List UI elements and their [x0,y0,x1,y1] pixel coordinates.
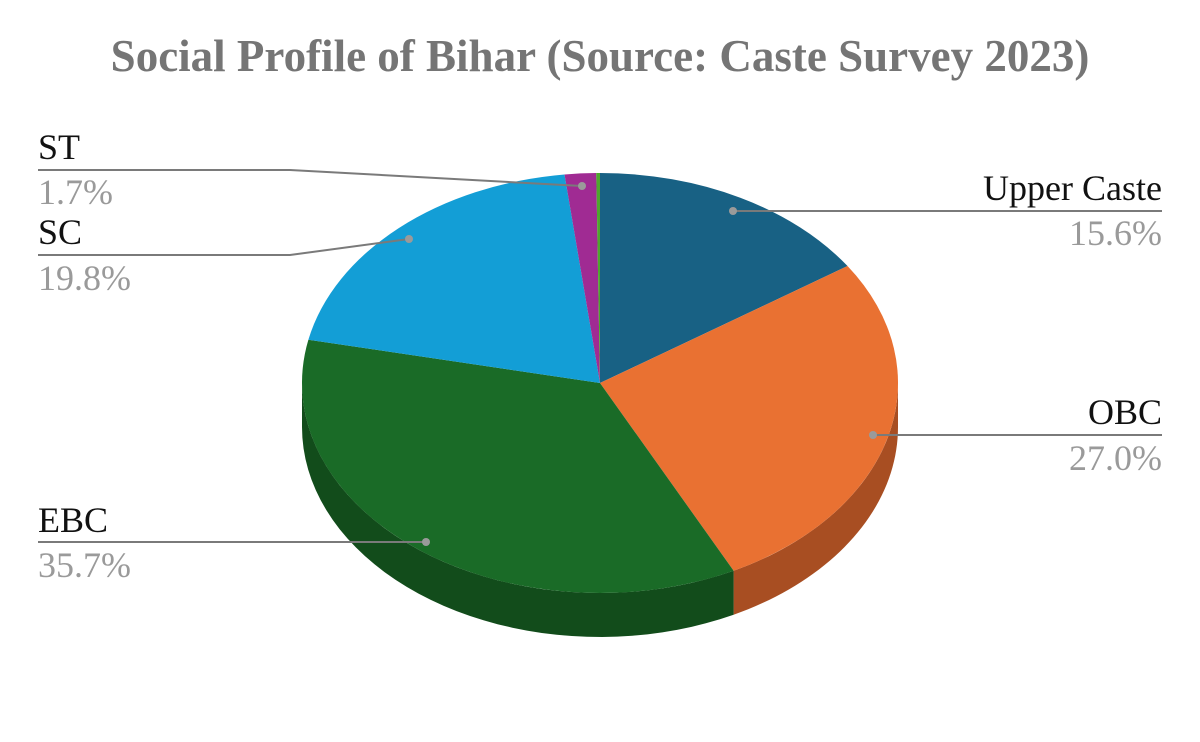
leader-dot-st [578,182,586,190]
pie-side-obc [733,383,898,615]
leader-dot-upper-caste [729,207,737,215]
pie-top-face [301,173,899,594]
slice-value-ebc: 35.7% [38,545,131,585]
slice-label-st: ST [38,127,80,167]
slice-value-st: 1.7% [38,172,113,212]
pie-side-ebc [302,383,734,637]
leader-dot-ebc [422,538,430,546]
slice-label-ebc: EBC [38,500,108,540]
pie-side-walls [302,383,898,637]
slice-label-sc: SC [38,212,82,252]
leader-dot-obc [869,431,877,439]
slice-value-obc: 27.0% [1069,438,1162,478]
leader-line-sc [38,238,410,256]
slice-value-sc: 19.8% [38,258,131,298]
slice-label-obc: OBC [1088,392,1162,432]
pie-slice-st [564,173,600,383]
pie-slice-sc [308,174,600,383]
slice-label-upper-caste: Upper Caste [983,168,1162,208]
chart-title: Social Profile of Bihar (Source: Caste S… [110,31,1090,81]
pie-slice-upper-caste [600,173,848,383]
pie-slice-other [596,173,600,383]
pie-slice-ebc [301,339,734,594]
pie-labels: Upper Caste 15.6% OBC 27.0% EBC 35.7% SC 19.8% S… [38,127,1162,585]
leader-line-st [38,169,583,187]
slice-value-upper-caste: 15.6% [1069,213,1162,253]
pie-slice-obc [600,266,899,571]
leader-dot-sc [405,235,413,243]
